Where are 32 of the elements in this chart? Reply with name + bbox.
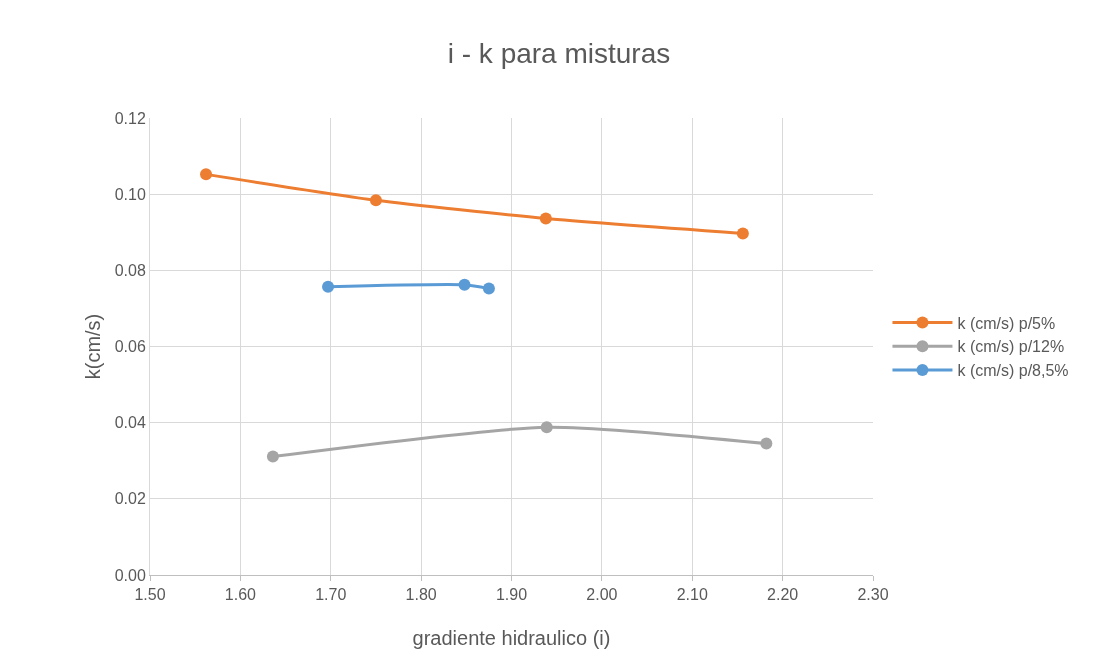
y-tick-label: 0.12: [114, 109, 146, 127]
legend-label: k (cm/s) p/5%: [957, 314, 1056, 332]
x-tick-label: 1.50: [134, 586, 166, 604]
point: [200, 168, 213, 181]
y-axis-title: k(cm/s): [82, 313, 104, 380]
x-tick-label: 1.90: [495, 586, 528, 604]
point: [736, 227, 749, 240]
point: [539, 212, 552, 225]
x-tick-label: 2.30: [857, 586, 889, 604]
point: [540, 421, 553, 434]
x-tick-label: 2.10: [676, 586, 708, 604]
x-tick-label: 2.00: [586, 586, 618, 604]
x-tick-label: 2.20: [767, 586, 799, 604]
legend-label: k (cm/s) p/12%: [957, 338, 1065, 356]
point: [266, 450, 279, 463]
x-tick-label: 1.70: [315, 586, 347, 604]
point: [322, 280, 335, 293]
chart-title: i - k para misturas: [447, 38, 671, 70]
y-tick-label: 0.00: [114, 566, 146, 584]
x-axis-title: gradiente hidraulico (i): [412, 627, 611, 649]
point: [482, 282, 495, 295]
y-tick-label: 0.02: [114, 490, 146, 508]
y-tick-label: 0.04: [114, 414, 146, 432]
y-tick-label: 0.08: [114, 261, 146, 279]
point: [760, 437, 773, 450]
legend-label: k (cm/s) p/8,5%: [957, 362, 1069, 380]
y-tick-label: 0.10: [114, 185, 146, 203]
point: [369, 194, 382, 207]
y-tick-label: 0.06: [114, 338, 146, 356]
x-tick-label: 1.60: [224, 586, 257, 604]
x-tick-label: 1.80: [405, 586, 437, 604]
point: [458, 278, 471, 291]
